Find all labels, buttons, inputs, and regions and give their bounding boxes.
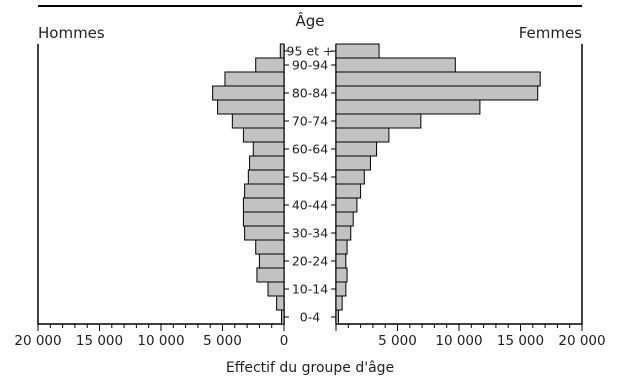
age-tick-label: 30-34	[292, 226, 328, 241]
age-tick-label: 60-64	[292, 142, 328, 157]
bar-male-95 et +	[279, 43, 285, 59]
bar-male-20-24	[258, 253, 285, 269]
bar-male-60-64	[252, 141, 285, 157]
bar-female-35-39	[335, 211, 354, 227]
x-tick-label: 15 000	[497, 333, 544, 349]
bar-male-75-79	[217, 99, 285, 115]
bar-male-10-14	[267, 281, 285, 297]
x-tick-label: 15 000	[76, 333, 123, 349]
bar-female-15-19	[335, 267, 348, 283]
bar-female-50-54	[335, 169, 365, 185]
bar-male-45-49	[244, 183, 285, 199]
bar-male-80-84	[212, 85, 285, 101]
right-side-label: Femmes	[519, 24, 582, 42]
bar-female-90-94	[335, 57, 456, 73]
x-axis-title: Effectif du groupe d'âge	[226, 360, 394, 376]
age-tick-label: 80-84	[292, 86, 328, 101]
bar-male-30-34	[244, 225, 285, 241]
bar-male-50-54	[247, 169, 285, 185]
left-side-label: Hommes	[38, 24, 105, 42]
age-tick-label: 10-14	[292, 282, 328, 297]
age-tick-label: 40-44	[292, 198, 328, 213]
bar-female-10-14	[335, 281, 347, 297]
bar-female-75-79	[335, 99, 481, 115]
age-tick-label: 70-74	[292, 114, 328, 129]
bar-male-85-89	[224, 71, 285, 87]
age-axis-title: Âge	[295, 11, 324, 30]
female-bars	[335, 43, 541, 325]
bar-male-35-39	[242, 211, 285, 227]
x-tick-label: 10 000	[137, 333, 184, 349]
x-tick-label: 20 000	[14, 333, 61, 349]
bar-male-65-69	[242, 127, 285, 143]
bar-male-40-44	[242, 197, 285, 213]
bar-female-95 et +	[335, 43, 380, 59]
bar-male-25-29	[255, 239, 285, 255]
bar-male-15-19	[256, 267, 285, 283]
bar-male-5-9	[276, 295, 285, 311]
bar-female-20-24	[335, 253, 347, 269]
bar-female-65-69	[335, 127, 390, 143]
bar-female-30-34	[335, 225, 352, 241]
age-tick-labels: 0-4 10-14 20-24 30-34 40-44 50-54 60-64 70-74 80…	[284, 44, 336, 325]
bar-female-45-49	[335, 183, 362, 199]
x-tick-label: 10 000	[435, 333, 482, 349]
bar-female-5-9	[335, 295, 343, 311]
age-tick-label: 50-54	[292, 170, 328, 185]
age-tick-label: 0-4	[300, 310, 320, 325]
x-tick-label: 0	[280, 333, 289, 349]
bar-female-85-89	[335, 71, 541, 87]
bar-female-80-84	[335, 85, 539, 101]
bar-female-25-29	[335, 239, 348, 255]
x-tick-label: 5 000	[203, 333, 242, 349]
bar-female-60-64	[335, 141, 378, 157]
x-tick-label: 5 000	[378, 333, 417, 349]
bar-female-0-4	[335, 309, 339, 325]
bar-female-70-74	[335, 113, 422, 129]
x-axis-ticks: 20 000 15 000 10 000 5 000 0 5 000 10 000 15 00…	[14, 324, 606, 349]
bar-male-55-59	[249, 155, 285, 171]
bar-female-40-44	[335, 197, 358, 213]
age-tick-label: 20-24	[292, 254, 328, 269]
bar-male-70-74	[231, 113, 285, 129]
x-tick-label: 20 000	[558, 333, 605, 349]
male-bars	[212, 43, 285, 325]
bar-female-55-59	[335, 155, 371, 171]
bar-male-0-4	[281, 309, 285, 325]
age-tick-label: 90-94	[292, 58, 328, 73]
bar-male-90-94	[255, 57, 285, 73]
age-tick-label: 95 et +	[287, 44, 334, 59]
